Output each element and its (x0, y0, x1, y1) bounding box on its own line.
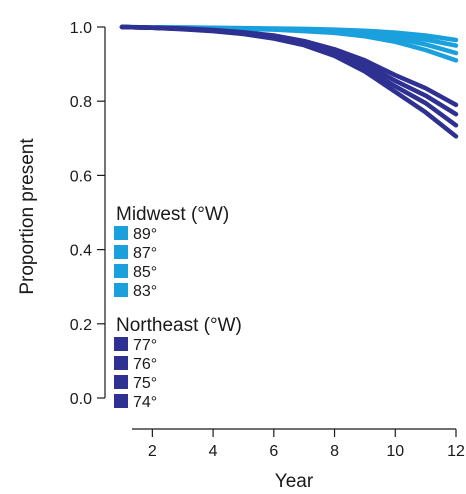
x-tick-label: 10 (386, 443, 404, 460)
x-tick-label: 6 (269, 443, 278, 460)
y-tick-label: 0.4 (70, 243, 92, 260)
plot-lines (119, 24, 459, 139)
legend-swatch (114, 356, 128, 370)
x-tick-label: 4 (209, 443, 218, 460)
y-tick-label: 0.8 (70, 94, 92, 111)
legend-label: 85° (133, 264, 157, 281)
series-line-1-3 (119, 24, 459, 139)
x-tick-label: 8 (330, 443, 339, 460)
legend-swatch (114, 264, 128, 278)
legend-label: 89° (133, 226, 157, 243)
legend-swatch (114, 394, 128, 408)
x-tick-label: 12 (447, 443, 465, 460)
legend-swatch (114, 375, 128, 389)
y-tick-label: 0.2 (70, 317, 92, 334)
legend-group-title: Northeast (°W) (116, 315, 242, 336)
x-axis-title: Year (275, 471, 314, 492)
legend-label: 75° (133, 375, 157, 392)
axes: 0.0 0.2 0.4 0.6 0.8 1.0 2 4 6 8 10 12 Year Proportion… (17, 20, 465, 492)
legend-label: 87° (133, 245, 157, 262)
y-tick-label: 0.6 (70, 168, 92, 185)
legend-swatch (114, 226, 128, 240)
x-tick-label: 2 (148, 443, 157, 460)
legend-swatch (114, 337, 128, 351)
legend: Midwest (°W)89° 87° 85° 83° Northeast (°W)77… (114, 204, 242, 411)
legend-label: 74° (133, 394, 157, 411)
legend-group-title: Midwest (°W) (116, 204, 229, 225)
legend-swatch (114, 283, 128, 297)
legend-label: 77° (133, 337, 157, 354)
legend-label: 76° (133, 356, 157, 373)
y-tick-label: 1.0 (70, 20, 92, 37)
y-tick-label: 0.0 (70, 391, 92, 408)
y-axis-title: Proportion present (17, 138, 38, 295)
legend-label: 83° (133, 283, 157, 300)
legend-swatch (114, 245, 128, 259)
